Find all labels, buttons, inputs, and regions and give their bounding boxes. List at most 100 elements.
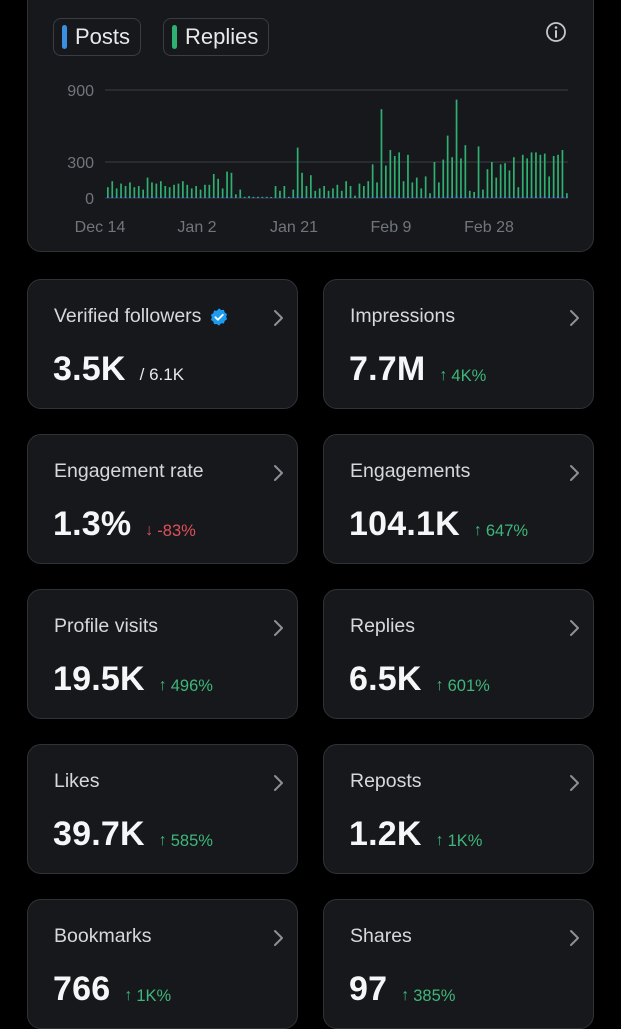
- replies-bar: [107, 187, 109, 198]
- replies-bar: [433, 162, 436, 198]
- posts-bar: [340, 197, 343, 198]
- stat-row: 7.7M ↑ 4K%: [349, 350, 486, 389]
- posts-bar: [182, 196, 184, 198]
- arrow-up-icon: ↑: [401, 987, 410, 1004]
- replies-bar: [137, 186, 140, 198]
- posts-bar: [464, 196, 467, 198]
- posts-bar: [314, 197, 317, 198]
- replies-bar: [182, 181, 184, 198]
- stat-card-engagements[interactable]: Engagements 104.1K ↑ 647%: [323, 434, 594, 564]
- replies-bar: [230, 172, 233, 198]
- posts-bar: [221, 197, 224, 198]
- stat-change-value: 601%: [447, 676, 490, 695]
- replies-bar: [151, 182, 153, 198]
- stat-card-verified-followers[interactable]: Verified followers 3.5K / 6.1K: [27, 279, 298, 409]
- stat-card-profile-visits[interactable]: Profile visits 19.5K ↑ 496%: [27, 589, 298, 719]
- replies-bar: [345, 181, 347, 198]
- replies-bar: [199, 189, 202, 198]
- replies-bar: [552, 156, 555, 198]
- replies-bar: [248, 196, 250, 198]
- stat-card-shares[interactable]: Shares 97 ↑ 385%: [323, 899, 594, 1029]
- posts-bar: [389, 196, 392, 198]
- stat-label: Impressions: [350, 305, 456, 327]
- stat-row: 3.5K / 6.1K: [53, 350, 184, 389]
- replies-bar: [429, 193, 431, 198]
- stat-label: Shares: [350, 925, 412, 947]
- stat-card-engagement-rate[interactable]: Engagement rate 1.3% ↓ -83%: [27, 434, 298, 564]
- stat-row: 766 ↑ 1K%: [53, 970, 171, 1009]
- replies-bar: [543, 153, 546, 198]
- legend-posts-swatch: [62, 25, 67, 49]
- replies-bar: [376, 182, 378, 198]
- replies-bar: [221, 188, 224, 198]
- replies-bar: [314, 190, 317, 198]
- replies-bar: [111, 181, 114, 198]
- posts-bar: [482, 197, 484, 198]
- stat-change-value: -83%: [157, 521, 196, 540]
- replies-bar: [380, 109, 383, 198]
- chevron-right-icon: [570, 775, 579, 791]
- replies-bar: [124, 186, 127, 198]
- arrow-down-icon: ↓: [145, 522, 154, 539]
- stat-card-impressions[interactable]: Impressions 7.7M ↑ 4K%: [323, 279, 594, 409]
- stat-change-value: 4K%: [451, 366, 487, 385]
- replies-bar: [332, 188, 334, 198]
- posts-bar: [115, 196, 118, 198]
- replies-bar: [226, 171, 228, 198]
- stat-label: Profile visits: [54, 615, 159, 637]
- stat-row: 104.1K ↑ 647%: [349, 505, 528, 544]
- stat-value: 104.1K: [349, 505, 460, 543]
- posts-bar: [566, 197, 568, 198]
- posts-bar: [186, 196, 189, 198]
- x-tick-label: Feb 9: [371, 219, 412, 236]
- posts-bar: [151, 196, 153, 198]
- posts-bar: [327, 197, 330, 198]
- posts-bar: [438, 197, 440, 198]
- posts-bar: [190, 197, 193, 198]
- stat-change-value: 1K%: [447, 831, 483, 850]
- posts-bar: [517, 197, 520, 198]
- replies-bar: [526, 158, 528, 198]
- posts-bar: [521, 196, 524, 198]
- posts-bar: [265, 197, 268, 198]
- replies-bar: [168, 187, 171, 198]
- stat-change: ↑ 585%: [159, 832, 213, 851]
- posts-bar: [318, 197, 321, 198]
- stat-card-likes[interactable]: Likes 39.7K ↑ 585%: [27, 744, 298, 874]
- stat-card-replies[interactable]: Replies 6.5K ↑ 601%: [323, 589, 594, 719]
- posts-bar: [385, 196, 387, 198]
- posts-bar: [367, 196, 370, 198]
- replies-bar: [420, 188, 423, 198]
- stat-value: 1.3%: [53, 505, 132, 543]
- posts-bar: [349, 197, 352, 198]
- stat-label-wrap: Impressions: [350, 305, 455, 328]
- info-icon[interactable]: [545, 21, 567, 43]
- stat-label-wrap: Replies: [350, 615, 415, 638]
- replies-bar: [208, 184, 211, 198]
- posts-bar: [155, 196, 158, 198]
- posts-bar: [235, 197, 237, 198]
- posts-bar: [107, 196, 109, 198]
- legend-replies-toggle[interactable]: Replies: [163, 18, 270, 56]
- posts-bar: [460, 196, 462, 198]
- posts-bar: [301, 196, 303, 198]
- posts-bar: [530, 196, 533, 198]
- posts-bar: [345, 196, 347, 198]
- posts-bar: [173, 196, 175, 198]
- posts-bar: [323, 197, 325, 198]
- replies-bar: [279, 190, 281, 198]
- stat-change: ↓ -83%: [145, 522, 196, 541]
- replies-bar: [424, 176, 427, 198]
- chevron-right-icon: [570, 310, 579, 326]
- posts-bar: [120, 196, 122, 198]
- replies-bar: [358, 183, 361, 198]
- replies-bar: [438, 182, 440, 198]
- stat-change: ↑ 496%: [159, 677, 213, 696]
- replies-bar: [190, 188, 193, 198]
- posts-bar: [451, 196, 453, 198]
- replies-bar: [204, 184, 206, 198]
- legend-posts-toggle[interactable]: Posts: [53, 18, 142, 56]
- replies-bar: [557, 154, 559, 198]
- stat-card-reposts[interactable]: Reposts 1.2K ↑ 1K%: [323, 744, 594, 874]
- stat-card-bookmarks[interactable]: Bookmarks 766 ↑ 1K%: [27, 899, 298, 1029]
